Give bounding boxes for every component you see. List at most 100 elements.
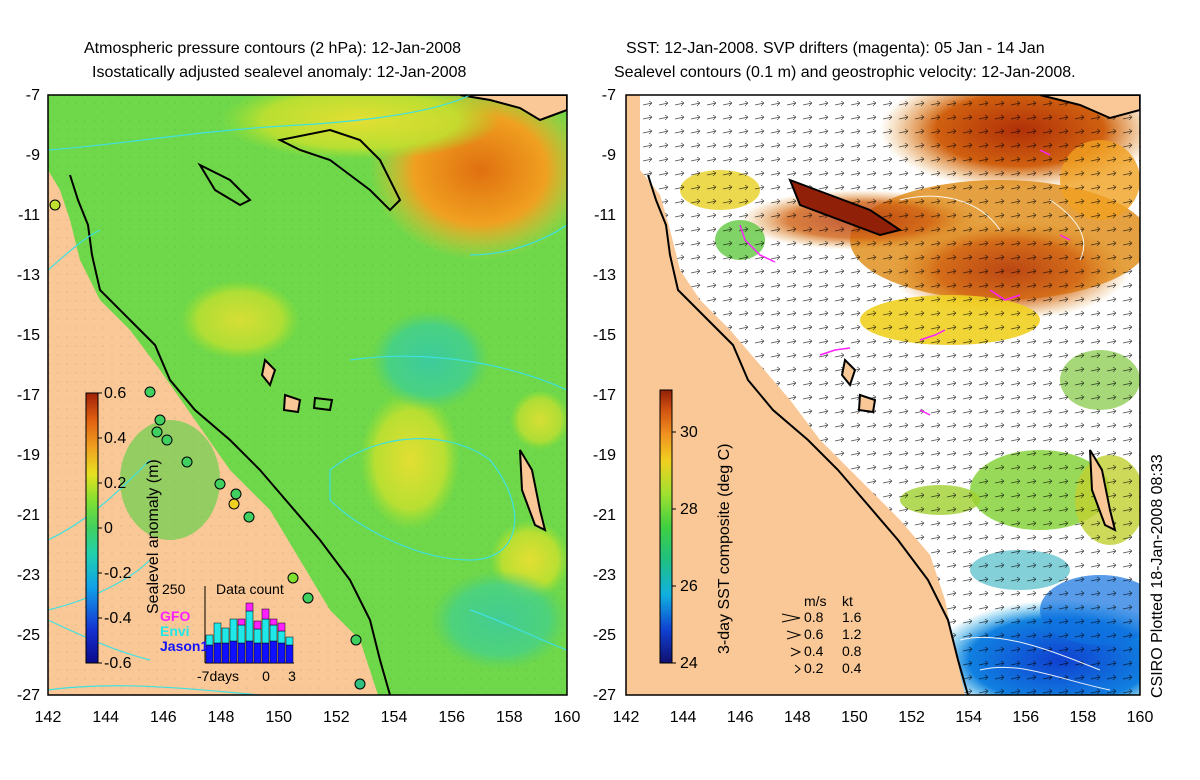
left-x-tick-label: 146 bbox=[150, 709, 177, 726]
left-title-line2: Isostatically adjusted sealevel anomaly:… bbox=[92, 64, 467, 81]
right-colorbar-label: 3-day SST composite (deg C) bbox=[716, 444, 733, 654]
right-y-tick-label: -17 bbox=[593, 387, 616, 404]
left-x-tick-label: 152 bbox=[323, 709, 350, 726]
velocity-legend-ms: 0.8 bbox=[804, 609, 824, 625]
right-y-tick-label: -7 bbox=[602, 87, 616, 104]
velocity-legend-ms: 0.4 bbox=[804, 643, 824, 659]
inset-bar-envi bbox=[285, 636, 294, 646]
right-title-line2: Sealevel contours (0.1 m) and geostrophi… bbox=[614, 64, 1076, 81]
inset-bar-jason bbox=[229, 640, 238, 664]
right-y-tick-label: -11 bbox=[594, 207, 616, 224]
left-y-tick-label: -17 bbox=[17, 387, 40, 404]
inset-bar-envi bbox=[221, 627, 230, 644]
left-title-line1: Atmospheric pressure contours (2 hPa): 1… bbox=[84, 40, 462, 57]
left-y-tick-label: -7 bbox=[26, 87, 40, 104]
inset-bar-jason bbox=[253, 642, 262, 664]
right-colorbar-tick: 30 bbox=[680, 424, 698, 441]
right-y-tick-label: -19 bbox=[593, 447, 616, 464]
inset-bar-jason bbox=[285, 644, 294, 664]
right-y-tick-label: -9 bbox=[602, 147, 616, 164]
left-colorbar-tick: 0.4 bbox=[104, 430, 126, 447]
inset-bar-envi bbox=[237, 624, 246, 644]
right-x-tick-label: 144 bbox=[670, 709, 697, 726]
velocity-legend-arrow bbox=[794, 664, 801, 674]
right-colorbar-tick: 28 bbox=[680, 501, 698, 518]
left-y-tick-label: -13 bbox=[17, 267, 40, 284]
left-colorbar-tick: 0.6 bbox=[104, 385, 126, 402]
inset-bar-gfo bbox=[277, 622, 286, 632]
inset-bar-envi bbox=[277, 630, 286, 644]
left-colorbar-tick: 0.2 bbox=[104, 475, 126, 492]
left-map-frame bbox=[47, 94, 568, 696]
pressure-contours bbox=[48, 95, 567, 695]
inset-x-label: 0 bbox=[262, 668, 270, 684]
inset-bar-jason bbox=[269, 640, 278, 664]
left-y-tick-label: -11 bbox=[18, 207, 40, 224]
inset-bar-jason bbox=[277, 642, 286, 664]
tide-gauge-markers bbox=[49, 199, 366, 690]
inset-bar-envi bbox=[213, 622, 222, 644]
inset-bar-gfo bbox=[261, 608, 270, 620]
left-y-tick-label: -23 bbox=[17, 567, 40, 584]
right-x-tick-label: 158 bbox=[1070, 709, 1097, 726]
inset-bar-jason bbox=[245, 640, 254, 664]
svp-drifter-tracks bbox=[739, 149, 1071, 416]
right-map-frame bbox=[625, 94, 1141, 696]
right-y-tick-label: -13 bbox=[593, 267, 616, 284]
left-x-tick-label: 144 bbox=[92, 709, 119, 726]
right-y-tick-label: -21 bbox=[593, 507, 616, 524]
right-x-tick-label: 148 bbox=[784, 709, 811, 726]
inset-x-label: -7days bbox=[197, 668, 239, 684]
right-coastline bbox=[647, 174, 969, 695]
axis-tick-labels: -7 -7 -9 -9 -11 -11 -13 -13 -15 -15 -17 -17 -19 -19 -2… bbox=[17, 87, 1154, 726]
inset-bar-gfo bbox=[237, 618, 246, 626]
right-colorbar-tick: 26 bbox=[680, 578, 698, 595]
left-colorbar: 0.6 0.4 0.2 0 -0.2 -0.4 -0.6 Sealevel anomaly … bbox=[85, 385, 162, 672]
left-colorbar-tick: -0.4 bbox=[104, 610, 132, 627]
left-y-tick-label: -27 bbox=[17, 687, 40, 704]
left-colorbar-tick: -0.6 bbox=[104, 655, 132, 672]
left-x-tick-label: 154 bbox=[381, 709, 408, 726]
inset-bar-gfo bbox=[245, 602, 254, 612]
inset-bar-envi bbox=[253, 628, 262, 644]
anomaly-low-center bbox=[370, 310, 490, 410]
left-x-tick-label: 150 bbox=[265, 709, 292, 726]
inset-bar-jason bbox=[261, 642, 270, 664]
right-map bbox=[626, 95, 1140, 695]
inset-bar-jason bbox=[213, 642, 222, 664]
right-x-tick-label: 154 bbox=[955, 709, 982, 726]
right-y-tick-label: -15 bbox=[593, 327, 616, 344]
velocity-legend-kt-header: kt bbox=[842, 593, 853, 609]
inset-bar-envi bbox=[229, 618, 238, 642]
left-colorbar-tick: -0.2 bbox=[104, 565, 132, 582]
left-x-tick-label: 156 bbox=[438, 709, 465, 726]
inset-bar-gfo bbox=[253, 620, 262, 630]
right-x-tick-label: 142 bbox=[613, 709, 640, 726]
velocity-legend-kt: 1.6 bbox=[842, 609, 862, 625]
velocity-legend: m/s kt 0.8 1.60.6 1.20.4 0.80.2 0.4 bbox=[781, 593, 862, 676]
right-x-tick-label: 156 bbox=[1012, 709, 1039, 726]
credit-text: CSIRO Plotted 18-Jan-2008 08:33 bbox=[1149, 454, 1166, 698]
inset-legend-entry: Jason1 bbox=[160, 638, 208, 654]
right-x-tick-label: 146 bbox=[727, 709, 754, 726]
right-y-tick-label: -27 bbox=[593, 687, 616, 704]
inset-bar-envi bbox=[269, 624, 278, 642]
inset-bar-jason bbox=[221, 642, 230, 664]
left-x-tick-label: 142 bbox=[35, 709, 62, 726]
right-x-tick-label: 152 bbox=[898, 709, 925, 726]
right-title-line1: SST: 12-Jan-2008. SVP drifters (magenta)… bbox=[626, 40, 1045, 57]
velocity-legend-kt: 0.4 bbox=[842, 660, 862, 676]
right-colorbar: 30 28 26 24 3-day SST composite (deg C) bbox=[659, 389, 733, 672]
velocity-legend-ms: 0.6 bbox=[804, 626, 824, 642]
right-y-tick-label: -25 bbox=[593, 627, 616, 644]
inset-legend-entry: GFO bbox=[160, 608, 190, 624]
left-colorbar-tick: 0 bbox=[104, 520, 113, 537]
velocity-legend-arrow bbox=[786, 630, 802, 640]
inset-bar-envi bbox=[261, 618, 270, 644]
velocity-legend-kt: 1.2 bbox=[842, 626, 862, 642]
left-png-landmass bbox=[459, 95, 567, 122]
left-x-tick-label: 160 bbox=[554, 709, 581, 726]
inset-bar-jason bbox=[237, 642, 246, 664]
left-y-tick-label: -19 bbox=[17, 447, 40, 464]
